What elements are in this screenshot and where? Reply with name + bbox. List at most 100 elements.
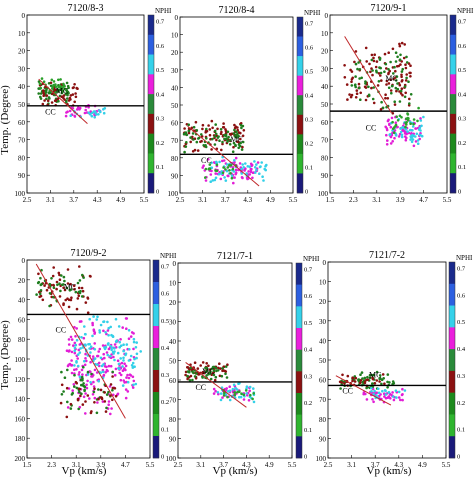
colorbar-segment bbox=[297, 56, 303, 76]
data-point bbox=[87, 111, 90, 114]
data-point bbox=[403, 95, 407, 99]
data-point bbox=[390, 91, 393, 95]
colorbar-segment bbox=[449, 262, 455, 285]
data-point bbox=[81, 289, 85, 293]
data-point bbox=[234, 156, 238, 160]
data-point bbox=[400, 60, 404, 63]
y-tick-label: 40 bbox=[321, 83, 329, 91]
data-point bbox=[385, 133, 388, 137]
data-point bbox=[134, 382, 138, 386]
data-point bbox=[371, 69, 374, 72]
data-point bbox=[90, 114, 94, 118]
data-point bbox=[193, 148, 197, 152]
y-tick-label: 40 bbox=[171, 84, 179, 92]
data-point bbox=[106, 353, 109, 357]
data-point bbox=[204, 366, 207, 370]
data-point bbox=[121, 326, 124, 329]
data-point bbox=[94, 112, 97, 115]
data-point bbox=[62, 286, 65, 290]
y-tick-label: 40 bbox=[319, 337, 327, 345]
data-point bbox=[91, 323, 94, 327]
colorbar-segment bbox=[296, 328, 302, 350]
data-point bbox=[89, 351, 92, 354]
data-point bbox=[401, 67, 405, 71]
data-point bbox=[63, 85, 66, 88]
data-point bbox=[124, 396, 128, 400]
colorbar-tick-label: 0.6 bbox=[156, 43, 165, 50]
data-point bbox=[62, 82, 65, 86]
data-point bbox=[370, 53, 374, 57]
data-point bbox=[92, 385, 96, 388]
data-point bbox=[249, 393, 252, 397]
x-tick-label: 3.7 bbox=[221, 196, 230, 204]
data-point bbox=[55, 280, 59, 284]
data-point bbox=[241, 140, 245, 144]
data-point bbox=[258, 172, 261, 175]
x-tick-label: 4.3 bbox=[243, 196, 252, 204]
colorbar-segment bbox=[449, 370, 455, 393]
data-point bbox=[399, 89, 403, 93]
data-point bbox=[192, 371, 195, 375]
data-point bbox=[208, 163, 212, 166]
data-point bbox=[99, 323, 103, 327]
data-point bbox=[416, 119, 419, 123]
y-axis-label-top: Temp. (Degree) bbox=[0, 85, 11, 155]
data-point bbox=[103, 356, 106, 360]
data-point bbox=[105, 393, 109, 396]
colorbar-segment bbox=[153, 282, 159, 305]
data-point bbox=[96, 363, 99, 367]
data-point bbox=[399, 127, 402, 130]
data-point bbox=[214, 123, 217, 126]
data-point bbox=[372, 59, 376, 63]
data-point bbox=[90, 410, 93, 413]
trend-line bbox=[38, 78, 88, 124]
y-tick-label: 90 bbox=[18, 172, 26, 180]
data-point bbox=[385, 127, 389, 130]
data-point bbox=[66, 368, 69, 372]
data-point bbox=[188, 379, 192, 382]
trend-line bbox=[185, 362, 247, 408]
data-point bbox=[204, 145, 208, 149]
data-point bbox=[409, 64, 412, 67]
data-point bbox=[379, 71, 383, 75]
data-point bbox=[356, 67, 359, 71]
y-tick-label: 20 bbox=[18, 277, 26, 285]
data-point bbox=[256, 161, 260, 164]
data-point bbox=[201, 123, 205, 127]
data-point bbox=[37, 92, 40, 95]
data-point bbox=[370, 86, 373, 90]
zone-label-cc: CC bbox=[342, 386, 353, 395]
data-point bbox=[213, 129, 217, 133]
x-tick-label: 2.3 bbox=[47, 461, 56, 469]
y-tick-label: 60 bbox=[18, 316, 26, 324]
zone-label-mc: MC bbox=[202, 367, 214, 376]
data-point bbox=[107, 334, 110, 337]
data-point bbox=[101, 344, 105, 347]
data-point bbox=[351, 76, 355, 80]
x-tick-label: 3.1 bbox=[46, 196, 55, 204]
zone-label-cc: CC bbox=[195, 383, 206, 392]
data-point bbox=[229, 172, 232, 175]
data-point bbox=[231, 387, 235, 391]
data-point bbox=[78, 279, 82, 282]
data-point bbox=[106, 342, 110, 346]
zone-label-mc: MC bbox=[230, 135, 242, 144]
data-point bbox=[372, 392, 375, 396]
data-point bbox=[234, 171, 238, 175]
data-point bbox=[82, 276, 85, 279]
data-point bbox=[133, 357, 136, 361]
data-point bbox=[403, 132, 407, 135]
data-point bbox=[396, 119, 400, 122]
data-point bbox=[351, 379, 354, 383]
data-point bbox=[253, 166, 257, 169]
data-point bbox=[241, 163, 244, 166]
data-point bbox=[187, 131, 191, 135]
y-tick-label: 30 bbox=[319, 318, 327, 326]
data-point bbox=[97, 113, 100, 116]
data-point bbox=[228, 164, 231, 167]
zone-label-cc: CC bbox=[366, 124, 377, 133]
data-point bbox=[358, 381, 362, 385]
data-point bbox=[124, 364, 128, 368]
data-point bbox=[73, 385, 76, 388]
